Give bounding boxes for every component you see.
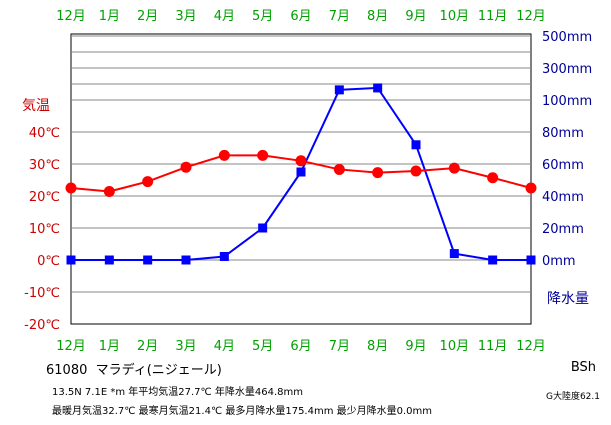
precipitation-tick-label: 20mm — [542, 222, 584, 237]
precipitation-tick-label: 60mm — [542, 158, 584, 173]
plot-frame — [70, 33, 532, 325]
temperature-point — [180, 161, 192, 173]
precipitation-tick-label: 500mm — [542, 30, 592, 45]
temperature-point — [103, 186, 115, 198]
month-label-bottom: 12月 — [516, 339, 546, 354]
month-label-bottom: 6月 — [290, 339, 311, 354]
precipitation-point — [143, 255, 153, 265]
temperature-axis-label: 気温 — [22, 98, 50, 114]
temperature-point — [65, 182, 77, 194]
month-label-bottom: 8月 — [367, 339, 388, 354]
month-label-bottom: 4月 — [214, 339, 235, 354]
month-label-bottom: 5月 — [252, 339, 273, 354]
month-label-top: 4月 — [214, 9, 235, 24]
precipitation-point — [488, 255, 498, 265]
temperature-point — [218, 149, 230, 161]
station-summary-2: 最暖月気温32.7℃ 最寒月気温21.4℃ 最多月降水量175.4mm 最少月降… — [52, 406, 433, 417]
month-label-top: 1月 — [99, 9, 120, 24]
station-info: 61080 マラディ(ニジェール) — [46, 359, 222, 378]
precipitation-tick-label: 100mm — [542, 94, 592, 109]
temperature-tick-label: -20℃ — [24, 318, 60, 333]
precipitation-point — [373, 83, 383, 93]
temperature-point — [295, 155, 307, 167]
precipitation-tick-label: 0mm — [542, 254, 576, 269]
month-label-bottom: 2月 — [137, 339, 158, 354]
precipitation-axis-label: 降水量 — [547, 291, 589, 307]
precipitation-tick-label: 40mm — [542, 190, 584, 205]
month-label-top: 12月 — [516, 9, 546, 24]
month-label-top: 12月 — [56, 9, 86, 24]
climate-code: BSh — [570, 360, 596, 375]
precipitation-point — [296, 167, 306, 177]
month-label-bottom: 11月 — [478, 339, 508, 354]
temperature-point — [333, 163, 345, 175]
month-label-top: 11月 — [478, 9, 508, 24]
month-label-top: 5月 — [252, 9, 273, 24]
temperature-tick-label: 40℃ — [29, 126, 60, 141]
precipitation-tick-label: 300mm — [542, 62, 592, 77]
precipitation-point — [181, 255, 191, 265]
precipitation-point — [104, 255, 114, 265]
month-label-bottom: 10月 — [440, 339, 470, 354]
month-label-top: 3月 — [175, 9, 196, 24]
precipitation-tick-label: 80mm — [542, 126, 584, 141]
temperature-point — [487, 172, 499, 184]
month-label-top: 7月 — [329, 9, 350, 24]
precipitation-point — [526, 255, 536, 265]
precipitation-point — [219, 251, 229, 261]
month-label-bottom: 1月 — [99, 339, 120, 354]
precipitation-point — [258, 223, 268, 233]
temperature-tick-label: -10℃ — [24, 286, 60, 301]
temperature-point — [525, 182, 537, 194]
month-label-bottom: 3月 — [175, 339, 196, 354]
temperature-tick-label: 10℃ — [29, 222, 60, 237]
temperature-tick-label: 20℃ — [29, 190, 60, 205]
temperature-point — [372, 167, 384, 179]
month-label-top: 6月 — [290, 9, 311, 24]
temperature-tick-label: 30℃ — [29, 158, 60, 173]
highlands-label: G大陸度62.1 — [545, 392, 600, 402]
precipitation-point — [411, 140, 421, 150]
month-label-top: 8月 — [367, 9, 388, 24]
month-label-bottom: 7月 — [329, 339, 350, 354]
station-number: 61080 — [46, 363, 88, 378]
month-label-top: 10月 — [440, 9, 470, 24]
station-summary-1: 13.5N 7.1E *m 年平均気温27.7℃ 年降水量464.8mm — [52, 387, 304, 398]
temperature-point — [257, 149, 269, 161]
station-name: マラディ(ニジェール) — [95, 363, 222, 378]
month-label-top: 9月 — [405, 9, 426, 24]
precipitation-point — [334, 85, 344, 95]
temperature-tick-label: 0℃ — [37, 254, 60, 269]
month-label-bottom: 9月 — [405, 339, 426, 354]
temperature-point — [410, 165, 422, 177]
temperature-point — [142, 176, 154, 188]
month-label-top: 2月 — [137, 9, 158, 24]
precipitation-point — [449, 249, 459, 259]
temperature-point — [448, 162, 460, 174]
month-label-bottom: 12月 — [56, 339, 86, 354]
precipitation-point — [66, 255, 76, 265]
